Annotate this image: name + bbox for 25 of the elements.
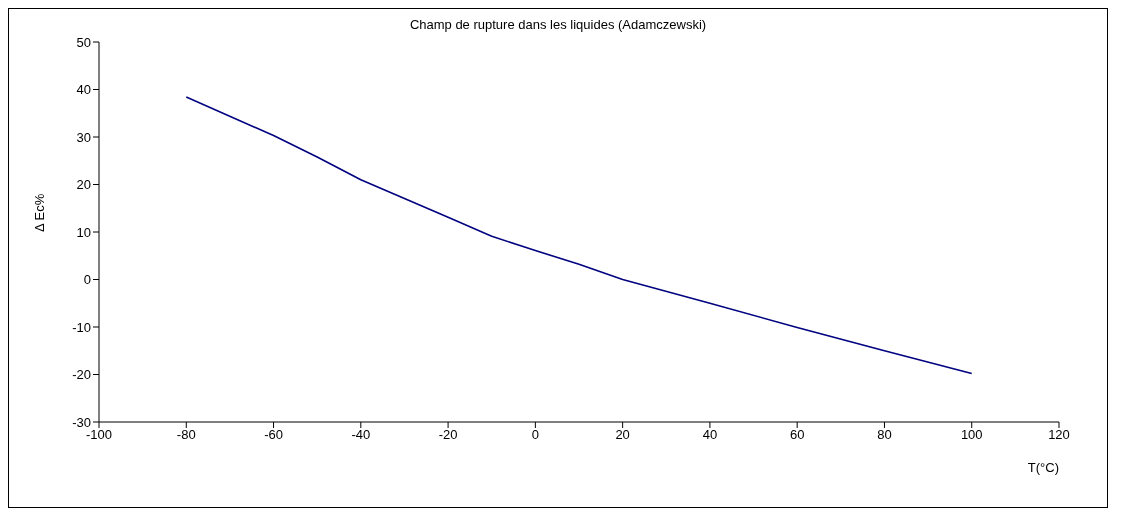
x-tick-label: -100 [85, 427, 113, 443]
chart-title: Champ de rupture dans les liquides (Adamczewski) [408, 16, 708, 32]
x-tick-label: 0 [531, 427, 539, 443]
x-tick-label: 100 [960, 427, 983, 443]
y-tick-label: 50 [76, 34, 91, 50]
y-tick-label: 20 [76, 177, 91, 193]
x-tick-label: 120 [1048, 427, 1070, 443]
x-tick-label: 60 [789, 427, 805, 443]
x-tick-label: -60 [264, 427, 283, 443]
x-tick-label: 20 [615, 427, 630, 443]
y-tick-label: -30 [72, 414, 91, 430]
line-series [185, 96, 973, 375]
x-tick-label: 80 [877, 427, 892, 443]
x-tick-label: -40 [351, 427, 371, 443]
x-axis-title: T(°C) [1027, 460, 1059, 475]
y-tick-label: 0 [83, 272, 91, 288]
x-tick-label: 40 [702, 427, 718, 443]
x-tick-label: -80 [176, 427, 196, 443]
x-tick-label: -20 [438, 427, 458, 443]
y-tick-label: -10 [72, 319, 91, 335]
y-tick-label: 30 [76, 129, 91, 145]
y-tick-label: -20 [72, 367, 91, 383]
y-tick-label: 10 [76, 224, 91, 240]
y-tick-label: 40 [76, 82, 91, 98]
y-axis-title: Δ Ec% [31, 193, 47, 232]
